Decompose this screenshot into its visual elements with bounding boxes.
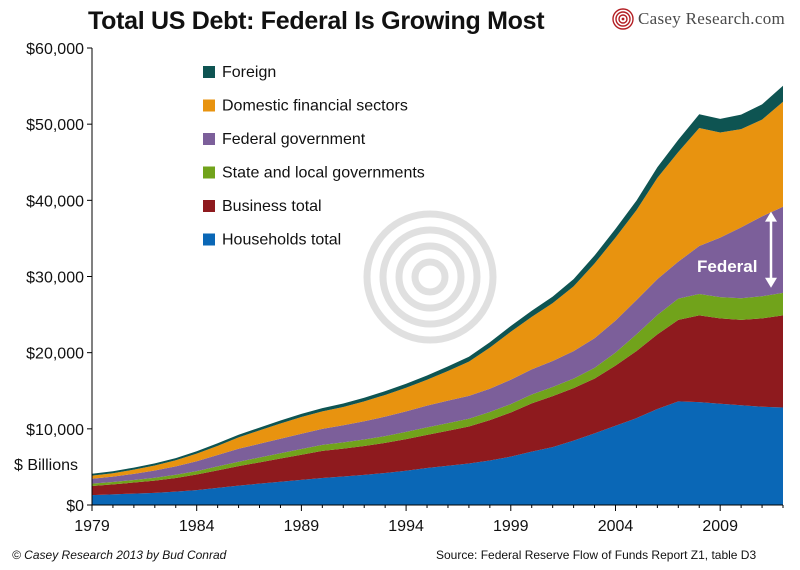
y-tick-label: $40,000 bbox=[26, 193, 84, 210]
area-foreign bbox=[92, 85, 783, 476]
footer-source: Source: Federal Reserve Flow of Funds Re… bbox=[436, 548, 757, 562]
y-tick-label: $20,000 bbox=[26, 346, 84, 363]
legend-label: Foreign bbox=[222, 64, 276, 81]
footer-credit: © Casey Research 2013 by Bud Conrad bbox=[12, 548, 227, 562]
legend-label: Domestic financial sectors bbox=[222, 98, 408, 115]
x-tick-label: 2004 bbox=[598, 518, 634, 535]
x-tick-label: 2009 bbox=[702, 518, 738, 535]
x-tick-label: 1994 bbox=[388, 518, 424, 535]
legend-swatch bbox=[203, 133, 215, 145]
legend-swatch bbox=[203, 66, 215, 78]
federal-arrow-up-head bbox=[765, 211, 777, 222]
y-tick-label: $60,000 bbox=[26, 41, 84, 58]
legend-swatch bbox=[203, 99, 215, 112]
y-tick-label: $10,000 bbox=[26, 422, 84, 439]
y-tick-label: $0 bbox=[66, 498, 84, 515]
area-state-and-local-governments bbox=[92, 292, 783, 486]
spiral-logo-icon bbox=[612, 8, 634, 30]
area-business-total bbox=[92, 315, 783, 496]
federal-arrow-down-head bbox=[765, 277, 777, 288]
x-tick-label: 1984 bbox=[179, 518, 215, 535]
area-households-total bbox=[92, 401, 783, 505]
brand-logo[interactable]: Casey Research.com bbox=[612, 8, 785, 30]
chart-title: Total US Debt: Federal Is Growing Most bbox=[88, 7, 545, 35]
brand-name: Casey Research.com bbox=[638, 9, 786, 28]
legend-label: Households total bbox=[222, 232, 341, 249]
legend-label: State and local governments bbox=[222, 165, 425, 182]
watermark-spiral-icon bbox=[363, 210, 497, 344]
legend-label: Federal government bbox=[222, 131, 366, 148]
area-domestic-financial-sectors bbox=[92, 101, 783, 479]
federal-annotation-label: Federal bbox=[697, 257, 757, 276]
y-tick-label: $50,000 bbox=[26, 117, 84, 134]
x-tick-label: 1999 bbox=[493, 518, 529, 535]
y-tick-label: $30,000 bbox=[26, 270, 84, 287]
legend-swatch bbox=[203, 233, 215, 246]
x-tick-label: 1989 bbox=[284, 518, 320, 535]
y-axis-label: $ Billions bbox=[14, 457, 78, 474]
legend-swatch bbox=[203, 166, 215, 179]
legend-label: Business total bbox=[222, 198, 322, 215]
legend-swatch bbox=[203, 200, 215, 212]
x-tick-label: 1979 bbox=[74, 518, 110, 535]
